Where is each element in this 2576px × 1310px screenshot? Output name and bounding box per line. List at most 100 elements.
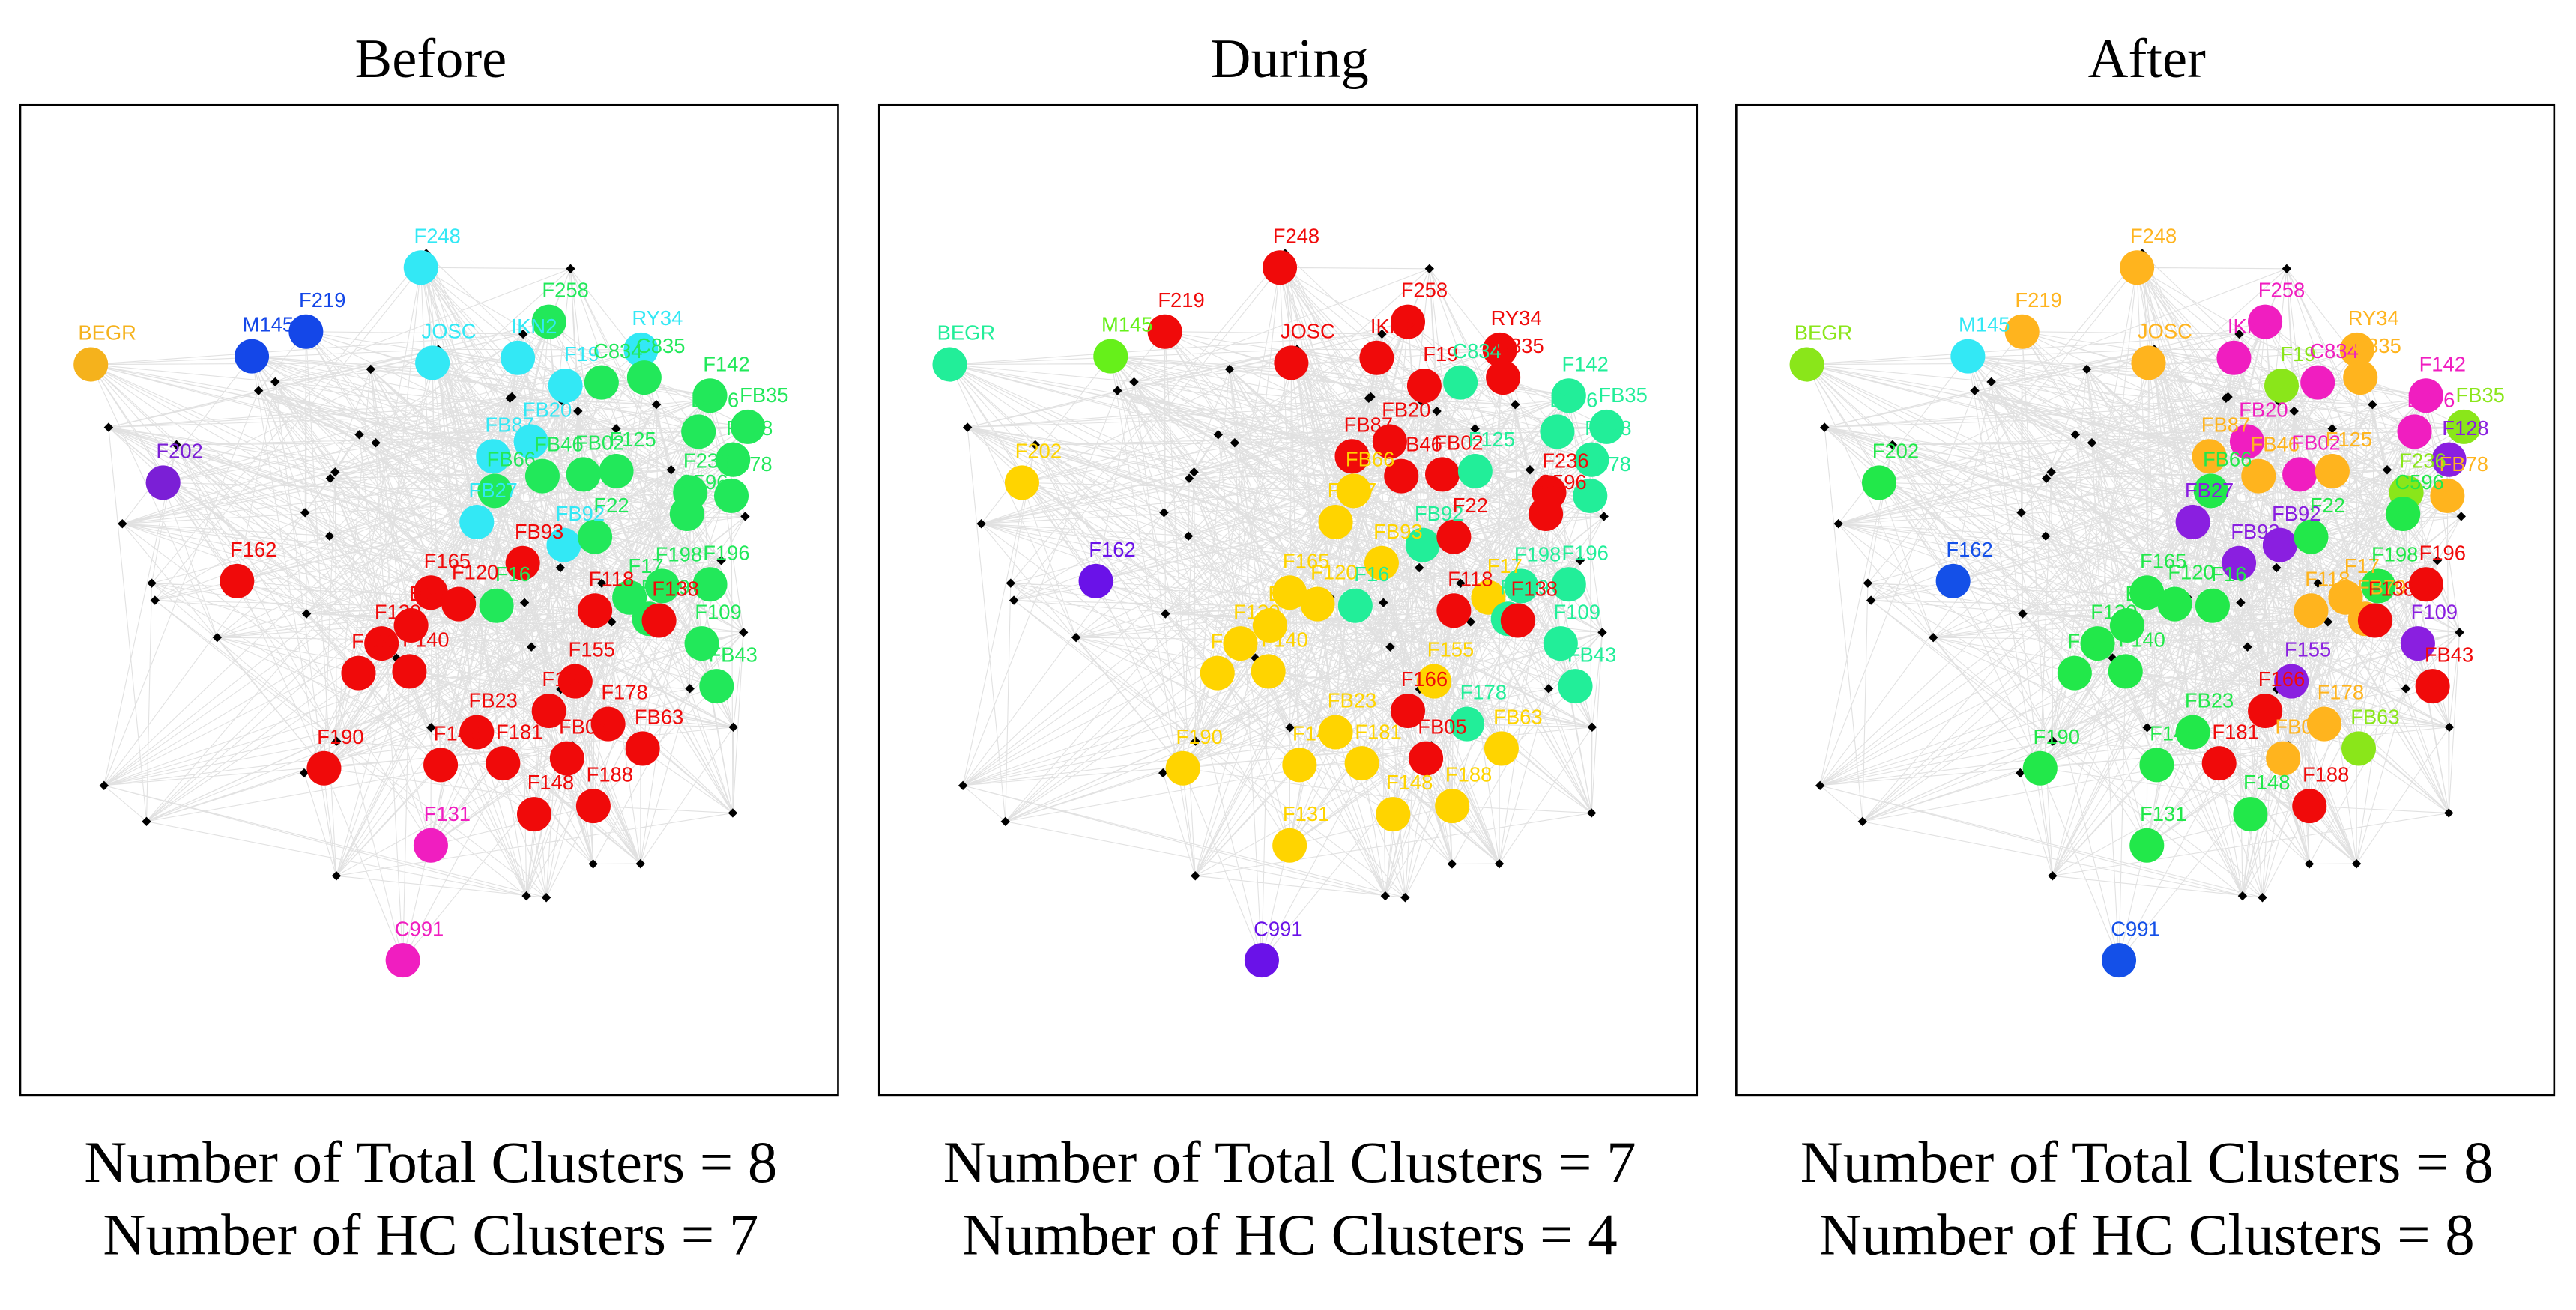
vertex bbox=[147, 578, 157, 588]
node-label: B65 bbox=[1268, 582, 1304, 605]
node-label: FB92 bbox=[556, 502, 605, 525]
node bbox=[1935, 563, 1971, 598]
vertex bbox=[566, 264, 575, 274]
node bbox=[2195, 588, 2230, 623]
node-label: F178 bbox=[601, 681, 647, 704]
node bbox=[2397, 414, 2432, 449]
node-label: F138 bbox=[652, 577, 698, 601]
node bbox=[2192, 439, 2227, 474]
node-label: FB63 bbox=[2350, 706, 2399, 729]
node bbox=[2341, 731, 2377, 766]
vertex bbox=[555, 562, 566, 573]
node-label: F190 bbox=[317, 725, 363, 748]
node-label: F188 bbox=[587, 762, 633, 786]
node-label: F166 bbox=[2258, 667, 2305, 691]
vertex bbox=[371, 438, 381, 448]
node-label: F258 bbox=[1401, 279, 1448, 302]
vertex bbox=[301, 609, 312, 619]
node-label: F138 bbox=[1511, 577, 1558, 601]
node bbox=[2129, 575, 2165, 610]
node-label: C991 bbox=[1254, 917, 1302, 940]
node-label: F219 bbox=[1158, 288, 1204, 312]
node bbox=[476, 439, 511, 474]
node-label: F162 bbox=[1946, 538, 1992, 561]
node-label: B276 bbox=[1549, 389, 1597, 412]
node bbox=[516, 797, 552, 832]
vertex bbox=[2040, 531, 2051, 541]
node-label: FB87 bbox=[2201, 413, 2250, 436]
node bbox=[1274, 345, 1309, 380]
node-label: F162 bbox=[230, 538, 276, 561]
node-label: FB05 bbox=[559, 715, 608, 739]
node-label: F165 bbox=[1283, 549, 1329, 572]
node-label: F202 bbox=[1015, 439, 1062, 462]
node bbox=[1551, 567, 1586, 602]
node bbox=[1272, 575, 1307, 610]
node-label: FB43 bbox=[708, 643, 757, 666]
node bbox=[341, 655, 376, 691]
node-label: F236 bbox=[2399, 449, 2446, 473]
node-label: FB66 bbox=[1346, 447, 1394, 470]
vertex bbox=[325, 473, 335, 483]
node-label: F236 bbox=[683, 449, 730, 473]
panel-title: During bbox=[1211, 28, 1369, 90]
node bbox=[2274, 664, 2309, 699]
node-label: FB27 bbox=[468, 479, 517, 502]
node bbox=[1078, 563, 1113, 598]
node-label: FB92 bbox=[1415, 502, 1463, 525]
node bbox=[73, 347, 109, 382]
node-label: F140 bbox=[402, 628, 449, 652]
node bbox=[1372, 424, 1407, 459]
node-label: M145 bbox=[1959, 313, 2010, 336]
node-label: FB79 bbox=[1500, 575, 1549, 598]
node-label: C596 bbox=[2395, 470, 2443, 494]
node-label: F148 bbox=[1386, 771, 1433, 794]
vertex bbox=[330, 467, 340, 477]
vertex bbox=[1191, 736, 1200, 746]
node-label: F17 bbox=[628, 554, 663, 577]
node-label: F125 bbox=[2326, 428, 2372, 451]
node-label: RY34 bbox=[632, 306, 683, 330]
node bbox=[505, 545, 540, 580]
node-label: F128 bbox=[2442, 416, 2488, 440]
node-label: F155 bbox=[2285, 638, 2331, 661]
node bbox=[1457, 454, 1493, 489]
node-label: FB35 bbox=[1598, 383, 1647, 407]
node bbox=[669, 496, 704, 532]
node-label: FB05 bbox=[1418, 715, 1466, 739]
vertex bbox=[518, 329, 528, 339]
caption-total: Number of Total Clusters = 7 bbox=[943, 1130, 1636, 1195]
node-label: F181 bbox=[496, 720, 542, 743]
node-label: F139 bbox=[2090, 600, 2137, 623]
node bbox=[566, 457, 601, 492]
vertex bbox=[666, 465, 676, 475]
node-label: FB02 bbox=[2291, 431, 2340, 455]
node bbox=[1282, 748, 1317, 783]
node-label: F190 bbox=[2034, 725, 2080, 748]
node bbox=[2229, 424, 2264, 459]
vertex bbox=[332, 736, 342, 746]
node-label: IKN2 bbox=[2228, 315, 2273, 338]
node-label: FB46 bbox=[2251, 433, 2300, 456]
node-label: F128 bbox=[726, 416, 773, 440]
node bbox=[513, 424, 548, 459]
node bbox=[1573, 478, 1608, 513]
node-label: F155 bbox=[1427, 638, 1474, 661]
vertex bbox=[521, 891, 531, 901]
node-label: F22 bbox=[593, 494, 629, 517]
node-label: F22 bbox=[1453, 494, 1488, 517]
node-label: FB63 bbox=[1493, 706, 1542, 729]
node-label: F146 bbox=[1292, 721, 1339, 745]
node bbox=[1272, 828, 1307, 863]
vertex bbox=[1456, 578, 1466, 588]
node bbox=[1543, 626, 1578, 661]
node bbox=[2357, 603, 2392, 638]
node bbox=[1540, 414, 1575, 449]
node-label: F140 bbox=[2118, 628, 2165, 652]
vertex bbox=[1366, 392, 1376, 402]
node bbox=[1390, 694, 1426, 729]
vertex bbox=[716, 556, 726, 565]
node-label: F140 bbox=[1261, 628, 1307, 652]
node-label: RY34 bbox=[1491, 306, 1542, 330]
